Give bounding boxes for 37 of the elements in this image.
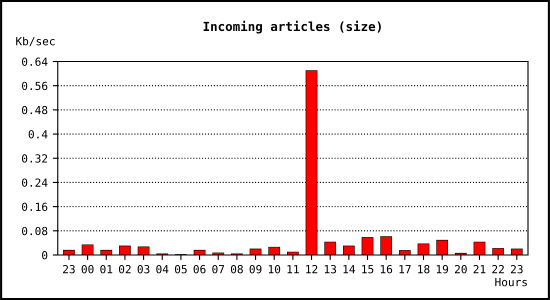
x-tick-label: 16 xyxy=(380,264,392,274)
x-tick-label: 14 xyxy=(344,265,356,274)
y-tick-label: 0.08 xyxy=(22,226,48,236)
y-tick-label: 0.64 xyxy=(22,58,48,66)
y-tick-label: 0 xyxy=(42,251,48,260)
y-tick-label: 0.56 xyxy=(22,82,48,90)
y-axis-title: Kb/sec xyxy=(16,36,55,46)
y-tick-label: 0.48 xyxy=(22,106,48,114)
x-tick-label: 13 xyxy=(324,264,336,274)
x-tick-label: 19 xyxy=(436,264,448,274)
x-tick-label: 06 xyxy=(194,264,206,274)
x-tick-label: 00 xyxy=(82,264,94,274)
x-tick-label: 07 xyxy=(212,264,224,274)
x-tick-label: 23 xyxy=(510,264,523,274)
x-axis-title: Hours xyxy=(495,278,527,286)
x-tick-label: 23 xyxy=(63,264,75,274)
x-tick-label: 22 xyxy=(492,264,504,274)
x-tick-label: 20 xyxy=(454,264,467,274)
x-tick-label: 01 xyxy=(100,264,112,274)
y-tick-label: 0.4 xyxy=(28,130,48,138)
x-tick-label: 05 xyxy=(174,264,187,274)
x-tick-label: 12 xyxy=(306,264,318,274)
x-tick-label: 04 xyxy=(156,264,168,274)
chart-title: Incoming articles (size) xyxy=(204,20,381,34)
x-tick-label: 03 xyxy=(138,264,150,274)
y-tick-label: 0.16 xyxy=(22,202,48,212)
x-tick-label: 11 xyxy=(288,265,299,274)
y-tick-label: 0.24 xyxy=(22,178,48,187)
x-tick-label: 09 xyxy=(250,264,262,274)
y-tick-label: 0.32 xyxy=(22,154,48,163)
x-tick-label: 02 xyxy=(118,264,131,274)
x-tick-label: 18 xyxy=(418,264,430,274)
x-tick-label: 08 xyxy=(230,264,243,274)
x-tick-label: 21 xyxy=(474,264,486,274)
x-tick-label: 10 xyxy=(268,264,280,274)
x-tick-label: 15 xyxy=(362,265,374,274)
x-tick-label: 17 xyxy=(399,265,411,274)
